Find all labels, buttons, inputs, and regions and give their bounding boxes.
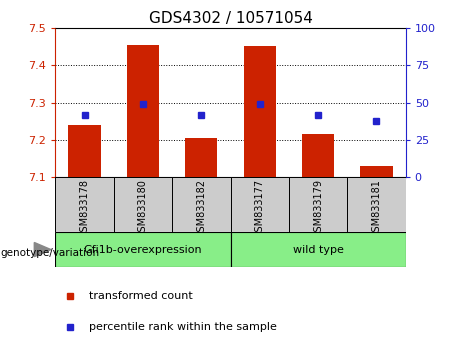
Bar bbox=[361, 166, 393, 177]
Text: GSM833179: GSM833179 bbox=[313, 179, 323, 238]
Polygon shape bbox=[34, 242, 51, 257]
Bar bbox=[347, 177, 406, 232]
Bar bbox=[243, 46, 276, 177]
Text: genotype/variation: genotype/variation bbox=[0, 248, 99, 258]
Text: GSM833178: GSM833178 bbox=[79, 179, 89, 238]
Text: percentile rank within the sample: percentile rank within the sample bbox=[89, 322, 277, 332]
Bar bbox=[114, 177, 172, 232]
Text: transformed count: transformed count bbox=[89, 291, 193, 301]
Bar bbox=[302, 134, 334, 177]
Bar bbox=[185, 138, 218, 177]
Text: GSM833177: GSM833177 bbox=[254, 179, 265, 238]
Text: wild type: wild type bbox=[293, 245, 343, 255]
Text: Gfi1b-overexpression: Gfi1b-overexpression bbox=[83, 245, 202, 255]
Title: GDS4302 / 10571054: GDS4302 / 10571054 bbox=[148, 11, 313, 26]
Bar bbox=[55, 232, 230, 267]
Bar bbox=[230, 177, 289, 232]
Bar bbox=[127, 45, 159, 177]
Bar bbox=[289, 177, 347, 232]
Bar bbox=[230, 232, 406, 267]
Bar bbox=[69, 125, 100, 177]
Text: GSM833182: GSM833182 bbox=[196, 179, 207, 238]
Bar bbox=[55, 177, 114, 232]
Bar bbox=[172, 177, 230, 232]
Text: GSM833180: GSM833180 bbox=[138, 179, 148, 238]
Text: GSM833181: GSM833181 bbox=[372, 179, 382, 238]
